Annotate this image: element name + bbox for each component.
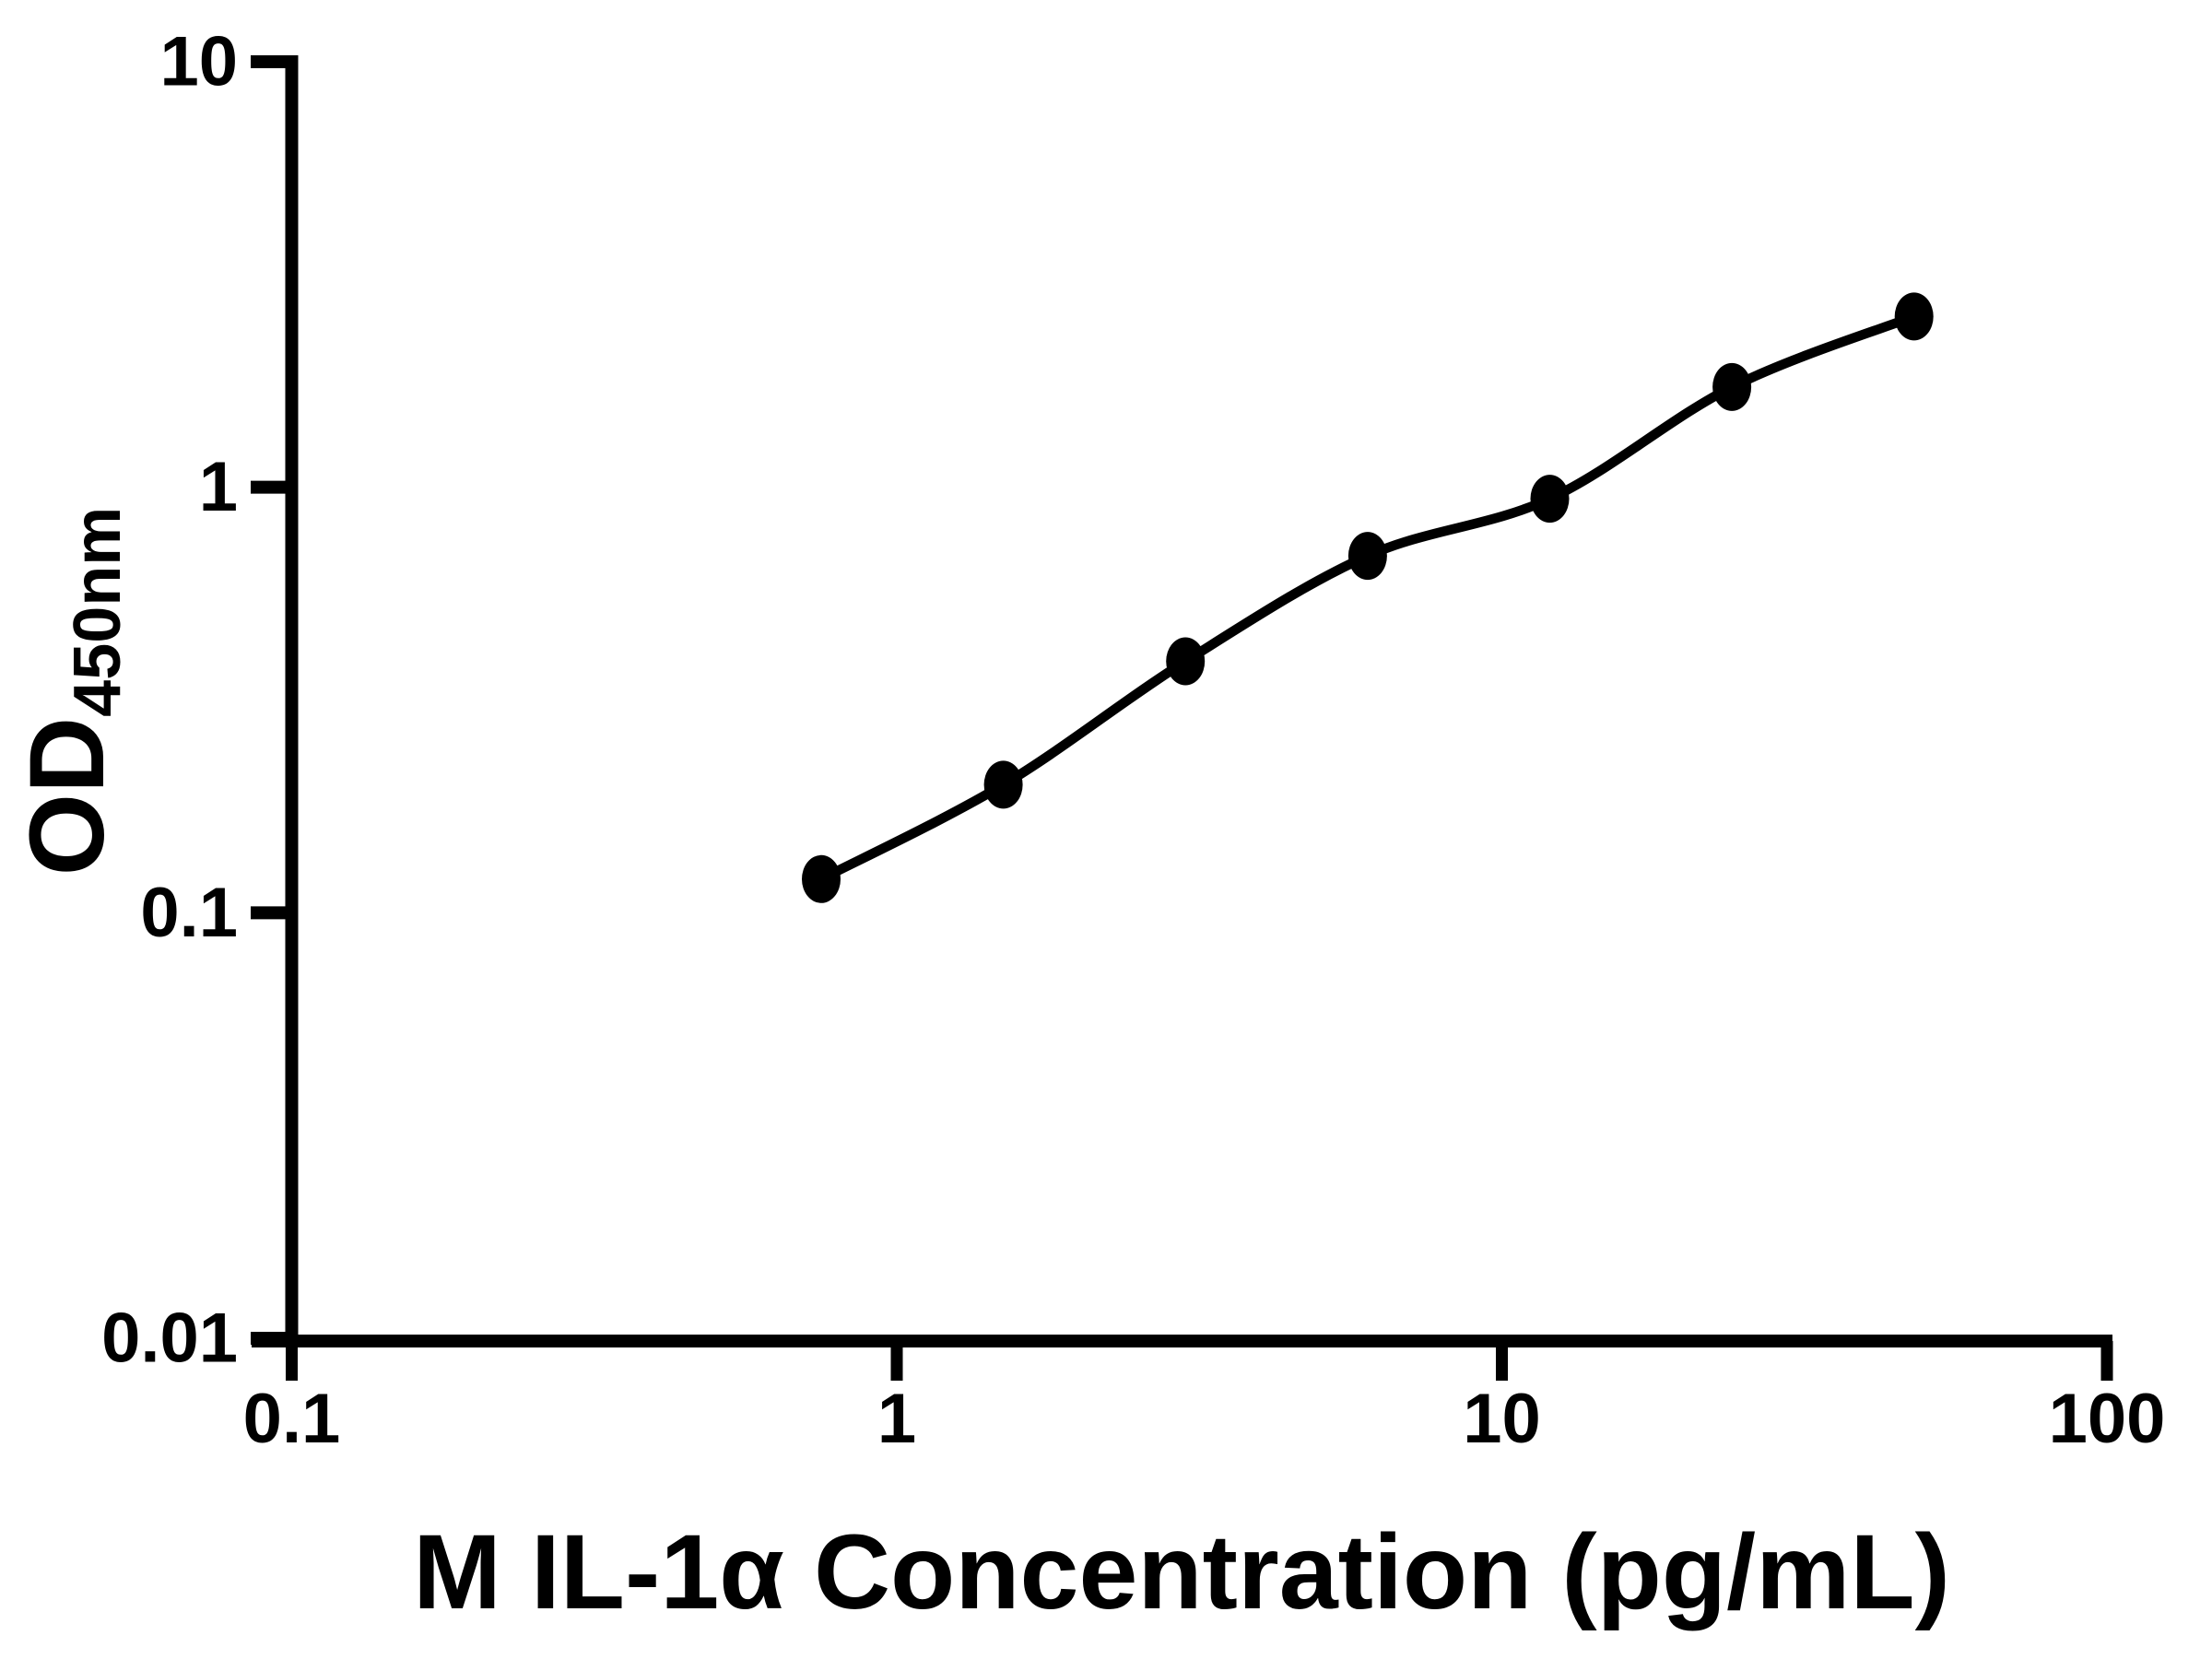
x-tick-label: 0.1 (243, 1380, 341, 1458)
x-axis-tick-labels: 0.1 1 10 100 (243, 1380, 2166, 1458)
y-tick-label: 0.1 (140, 874, 238, 952)
data-point (802, 854, 841, 903)
y-axis-ticks (251, 55, 291, 1345)
data-point (983, 760, 1023, 809)
standard-curve-line (818, 312, 1916, 884)
data-point (1530, 475, 1570, 524)
x-axis-title: M IL-1α Concentration (pg/mL) (413, 1513, 1950, 1631)
x-tick-label: 10 (1463, 1380, 1541, 1458)
y-axis-title-main: OD (8, 717, 126, 877)
data-points (802, 292, 1934, 903)
data-point (1894, 292, 1934, 341)
data-point (1712, 362, 1752, 411)
y-tick-label: 10 (159, 23, 238, 101)
x-tick-label: 100 (2049, 1380, 2166, 1458)
y-axis-title: OD450nm (8, 507, 135, 877)
x-axis-ticks (286, 1341, 2113, 1381)
y-tick-label: 1 (199, 448, 238, 526)
y-tick-label: 0.01 (101, 1300, 238, 1378)
data-point (1347, 532, 1387, 581)
y-axis-title-subscript: 450nm (61, 507, 135, 717)
data-point (1166, 637, 1206, 686)
x-tick-label: 1 (877, 1380, 916, 1458)
y-axis-tick-labels: 0.01 0.1 1 10 (101, 23, 238, 1378)
